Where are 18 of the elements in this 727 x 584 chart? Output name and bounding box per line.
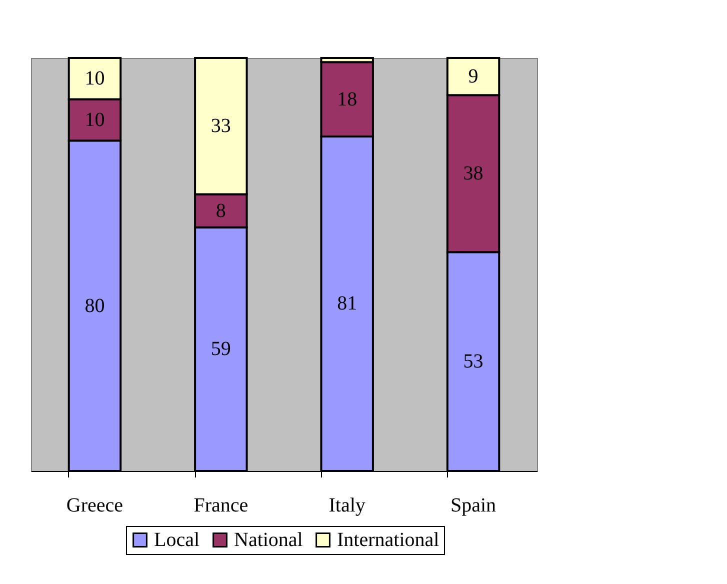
data-label: 10 <box>84 68 105 90</box>
data-label: 53 <box>463 350 484 373</box>
legend-label: National <box>234 529 304 551</box>
x-tick-label: France <box>194 494 248 516</box>
data-label: 10 <box>84 108 105 131</box>
data-label: 33 <box>210 115 231 138</box>
data-label: 9 <box>468 66 478 88</box>
legend-label: International <box>337 529 440 551</box>
legend-label: Local <box>154 529 200 551</box>
data-label: 81 <box>337 292 358 315</box>
data-label: 18 <box>337 88 358 110</box>
data-label: 8 <box>216 200 226 222</box>
data-label: 38 <box>463 162 484 185</box>
x-tick-label: Greece <box>66 494 124 516</box>
x-tick-label: Spain <box>450 494 496 516</box>
data-label: 59 <box>210 338 231 360</box>
x-tick-label: Italy <box>328 494 366 516</box>
data-label: 80 <box>84 294 105 317</box>
